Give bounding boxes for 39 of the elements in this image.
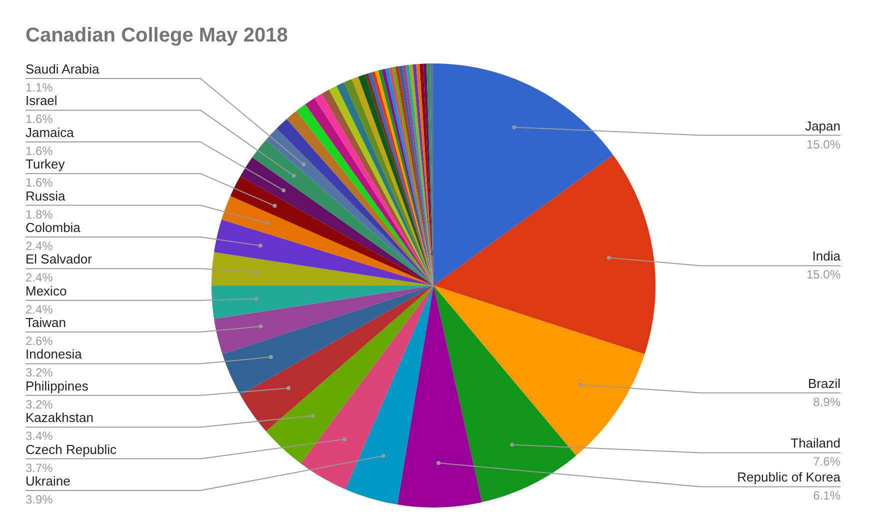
slice-label: Turkey bbox=[26, 156, 66, 172]
data-label: 1.6% bbox=[26, 176, 54, 190]
slice-label: Kazakhstan bbox=[26, 410, 94, 426]
data-label: 3.2% bbox=[26, 397, 54, 412]
slice-label: El Salvador bbox=[26, 252, 93, 267]
data-label: 2.4% bbox=[26, 302, 54, 316]
slice-label: Colombia bbox=[26, 220, 82, 235]
slice-label: Mexico bbox=[26, 283, 67, 298]
slice-label: Philippines bbox=[26, 378, 89, 394]
slice-label: Indonesia bbox=[26, 346, 83, 362]
data-label: 1.6% bbox=[26, 144, 54, 158]
data-label: 15.0% bbox=[806, 137, 841, 152]
slice-label: Israel bbox=[26, 93, 58, 108]
slice-label: Ukraine bbox=[26, 474, 70, 488]
slice-label: Thailand bbox=[790, 436, 841, 451]
data-label: 2.6% bbox=[26, 334, 54, 348]
data-label: 3.4% bbox=[26, 429, 54, 444]
data-label: 1.6% bbox=[26, 112, 54, 126]
data-label: 1.1% bbox=[26, 80, 54, 94]
slice-label: Czech Republic bbox=[26, 442, 118, 457]
data-label: 1.8% bbox=[26, 207, 54, 222]
slice-label: Russia bbox=[26, 188, 66, 204]
chart-title: Canadian College May 2018 bbox=[26, 24, 288, 46]
data-label: 6.1% bbox=[813, 488, 841, 503]
data-label: 2.4% bbox=[26, 270, 54, 285]
data-label: 8.9% bbox=[813, 394, 841, 409]
data-label: 3.7% bbox=[26, 460, 54, 475]
slice-label: Saudi Arabia bbox=[26, 62, 100, 76]
data-label: 15.0% bbox=[806, 268, 841, 282]
data-label: 3.2% bbox=[26, 366, 54, 380]
slice-label: Japan bbox=[805, 118, 840, 134]
slice-label: India bbox=[812, 248, 842, 264]
slice-label: Taiwan bbox=[26, 315, 66, 330]
slice-label: Jamaica bbox=[26, 124, 75, 140]
slice-label: Republic of Korea bbox=[737, 470, 842, 485]
data-label: 7.6% bbox=[813, 454, 841, 469]
data-label: 3.9% bbox=[26, 492, 54, 506]
slice-label: Brazil bbox=[808, 376, 841, 391]
data-label: 2.4% bbox=[26, 238, 54, 253]
